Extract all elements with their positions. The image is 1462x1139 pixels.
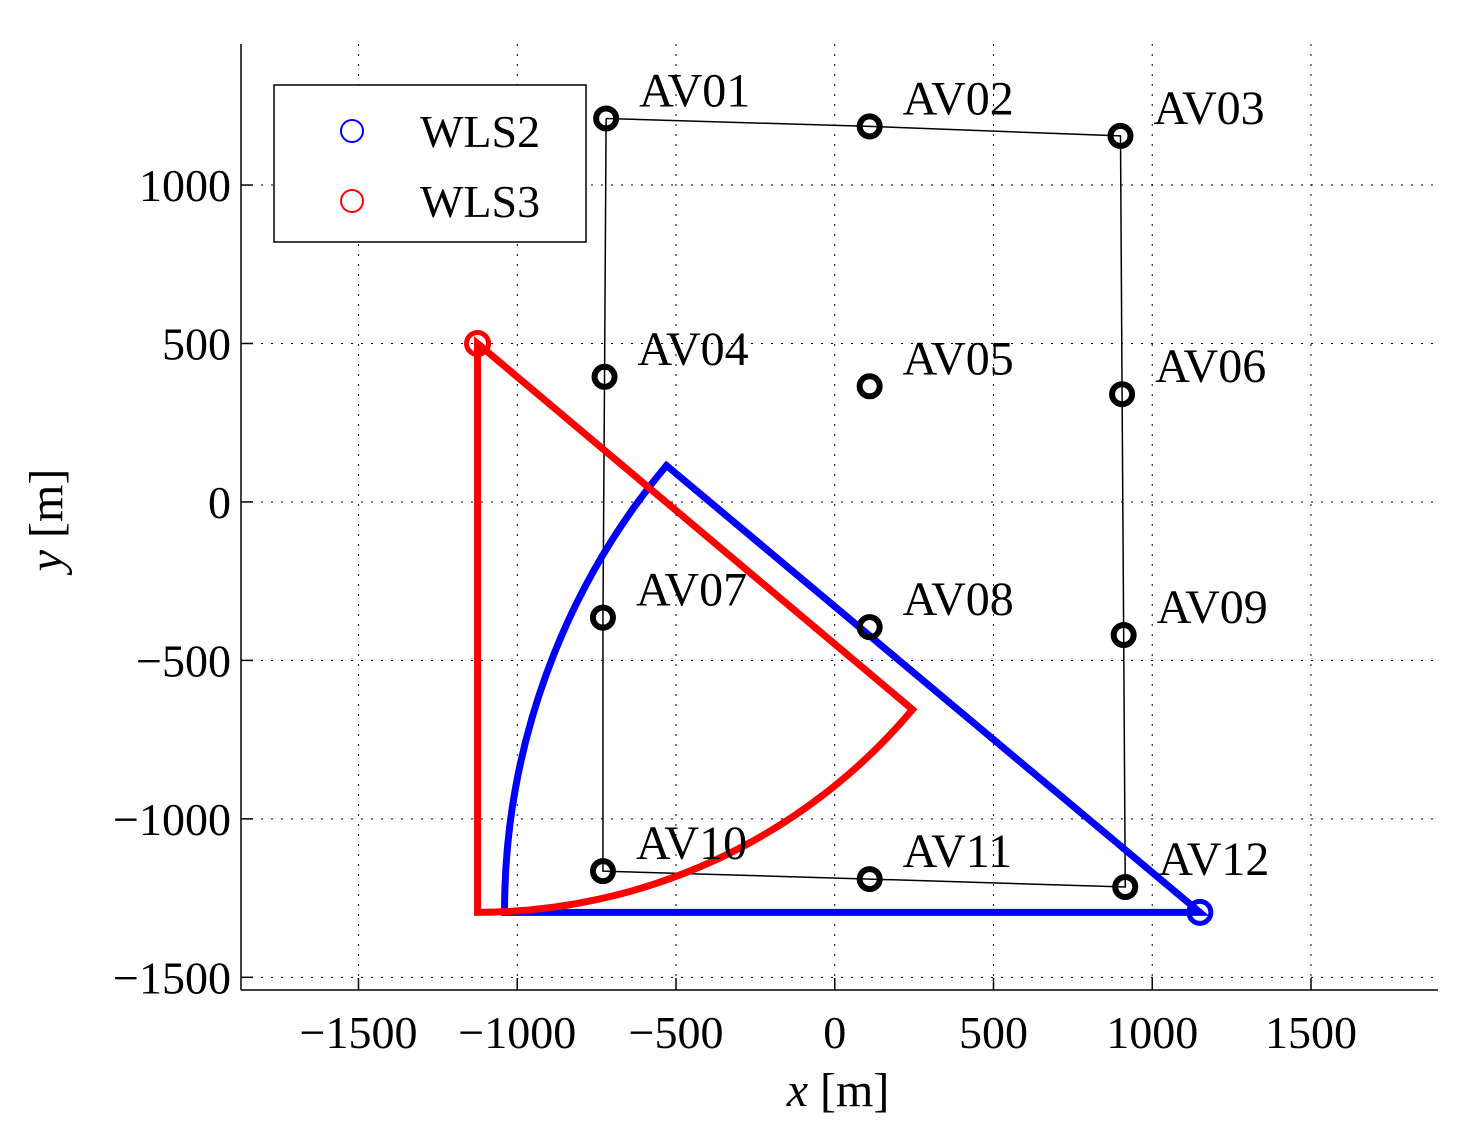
x-tick-label: −500 <box>629 1007 724 1058</box>
station-label-av04: AV04 <box>638 323 749 376</box>
legend-label-wls2: WLS2 <box>420 106 540 157</box>
x-tick-label: 500 <box>959 1007 1028 1058</box>
legend-marker-wls3 <box>340 189 364 213</box>
station-layer: AV01 AV02 AV03 AV04 AV05 AV06 AV07 AV08 AV09 AV10… <box>589 64 1269 901</box>
station-marker-av07 <box>589 604 616 631</box>
station-marker-av03 <box>1107 122 1134 149</box>
station-marker-av12 <box>1112 874 1139 901</box>
y-tick-label: −1000 <box>113 794 231 845</box>
x-tick-label: 0 <box>823 1007 846 1058</box>
station-label-av12: AV12 <box>1158 833 1269 886</box>
station-marker-av10 <box>589 858 616 885</box>
station-outline-line <box>602 117 1127 888</box>
series-wls3-marker <box>464 329 492 357</box>
station-marker-av11 <box>856 866 883 893</box>
y-tick-label: 1000 <box>139 160 231 211</box>
station-outline <box>602 117 1127 888</box>
y-axis-title: y [m] <box>20 469 73 577</box>
y-tick-label: −500 <box>136 635 231 686</box>
station-label-av07: AV07 <box>636 564 747 617</box>
station-label-av09: AV09 <box>1157 581 1268 634</box>
series-layer <box>464 329 1214 926</box>
legend: WLS2 WLS3 <box>273 84 587 243</box>
station-label-av10: AV10 <box>636 817 747 870</box>
tick-labels: −1500 −1000 −500 0 500 1000 1500 −1500 −1000 −500… <box>113 160 1357 1058</box>
station-marker-av04 <box>591 363 618 390</box>
legend-marker-wls2 <box>340 119 364 143</box>
station-marker-av08 <box>856 614 883 641</box>
y-tick-label: −1500 <box>113 952 231 1003</box>
station-label-av05: AV05 <box>903 332 1014 385</box>
x-axis-title: x [m] <box>786 1064 890 1117</box>
station-label-av01: AV01 <box>639 64 750 117</box>
station-marker-av05 <box>856 373 883 400</box>
axes <box>240 44 1438 991</box>
x-tick-label: 1500 <box>1265 1007 1357 1058</box>
station-marker-av01 <box>593 105 620 132</box>
station-marker-av09 <box>1110 622 1137 649</box>
station-label-av02: AV02 <box>903 72 1014 125</box>
station-label-av08: AV08 <box>903 573 1014 626</box>
y-tick-label: 500 <box>162 318 231 369</box>
y-tick-label: 0 <box>208 477 231 528</box>
series-wls2-marker <box>1186 898 1214 926</box>
legend-label-wls3: WLS3 <box>420 176 540 227</box>
x-tick-label: −1000 <box>458 1007 576 1058</box>
station-label-av03: AV03 <box>1153 82 1264 135</box>
series-wls2-sector <box>501 460 1210 916</box>
station-label-av06: AV06 <box>1155 340 1266 393</box>
x-tick-label: −1500 <box>300 1007 418 1058</box>
x-tick-label: 1000 <box>1106 1007 1198 1058</box>
legend-box <box>273 84 587 243</box>
station-marker-av06 <box>1109 381 1136 408</box>
station-marker-av02 <box>856 113 883 140</box>
series-wls3-sector <box>474 335 918 916</box>
station-label-av11: AV11 <box>903 825 1012 878</box>
